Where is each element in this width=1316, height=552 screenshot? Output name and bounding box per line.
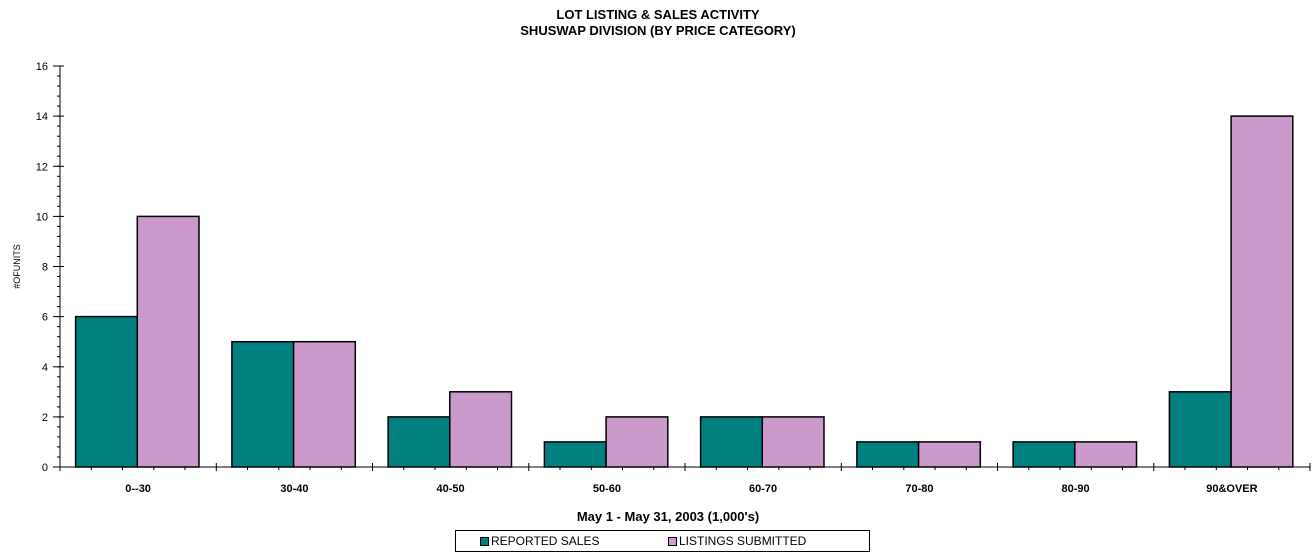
bar-listings-5 — [917, 441, 982, 468]
chart-title: LOT LISTING & SALES ACTIVITY — [556, 7, 760, 22]
y-tick-label: 4 — [42, 362, 48, 374]
y-tick-label: 14 — [36, 111, 48, 123]
legend-swatch-listings — [668, 536, 677, 546]
bar-listings-3 — [605, 416, 669, 468]
bar-sales-0 — [74, 315, 139, 468]
x-tick-label: 70-80 — [905, 483, 933, 495]
bar-sales-7 — [1168, 391, 1232, 468]
legend-item-listings: LISTINGS SUBMITTED — [668, 534, 806, 548]
y-tick-label: 2 — [42, 412, 48, 424]
bar-listings-4 — [761, 416, 825, 468]
y-tick-label: 10 — [36, 211, 48, 223]
bar-sales-2 — [387, 416, 451, 468]
bar-sales-6 — [1012, 441, 1076, 468]
legend-item-sales: REPORTED SALES — [480, 534, 599, 548]
legend: REPORTED SALES LISTINGS SUBMITTED — [455, 530, 870, 552]
x-tick-label: 90&OVER — [1206, 483, 1257, 495]
y-tick-label: 12 — [36, 161, 48, 173]
x-tick-label: 40-50 — [437, 483, 465, 495]
y-tick-label: 16 — [36, 61, 48, 73]
x-axis-label: May 1 - May 31, 2003 (1,000's) — [576, 509, 760, 524]
legend-swatch-sales — [480, 536, 489, 546]
bar-listings-0 — [136, 215, 200, 468]
x-tick-label: 60-70 — [749, 483, 777, 495]
bar-sales-4 — [699, 416, 764, 468]
chart-title-block: LOT LISTING & SALES ACTIVITY SHUSWAP DIV… — [0, 7, 1316, 39]
chart-subtitle: SHUSWAP DIVISION (BY PRICE CATEGORY) — [520, 23, 796, 38]
legend-label-listings: LISTINGS SUBMITTED — [679, 534, 807, 548]
y-tick-label: 0 — [42, 462, 48, 474]
bar-sales-3 — [543, 441, 607, 468]
bar-listings-1 — [292, 340, 357, 468]
bar-listings-2 — [449, 391, 513, 468]
x-tick-label: 80-90 — [1062, 483, 1090, 495]
x-tick-label: 0--30 — [125, 483, 151, 495]
bar-sales-5 — [856, 441, 920, 468]
y-tick-label: 8 — [42, 262, 48, 274]
bar-listings-7 — [1230, 115, 1294, 468]
legend-label-sales: REPORTED SALES — [491, 534, 600, 548]
y-tick-label: 6 — [42, 312, 48, 324]
bar-listings-6 — [1074, 441, 1138, 468]
bar-sales-1 — [231, 340, 295, 468]
x-tick-label: 30-40 — [280, 483, 308, 495]
x-tick-label: 50-60 — [593, 483, 621, 495]
y-axis-label: #OFUNITS — [12, 244, 22, 289]
